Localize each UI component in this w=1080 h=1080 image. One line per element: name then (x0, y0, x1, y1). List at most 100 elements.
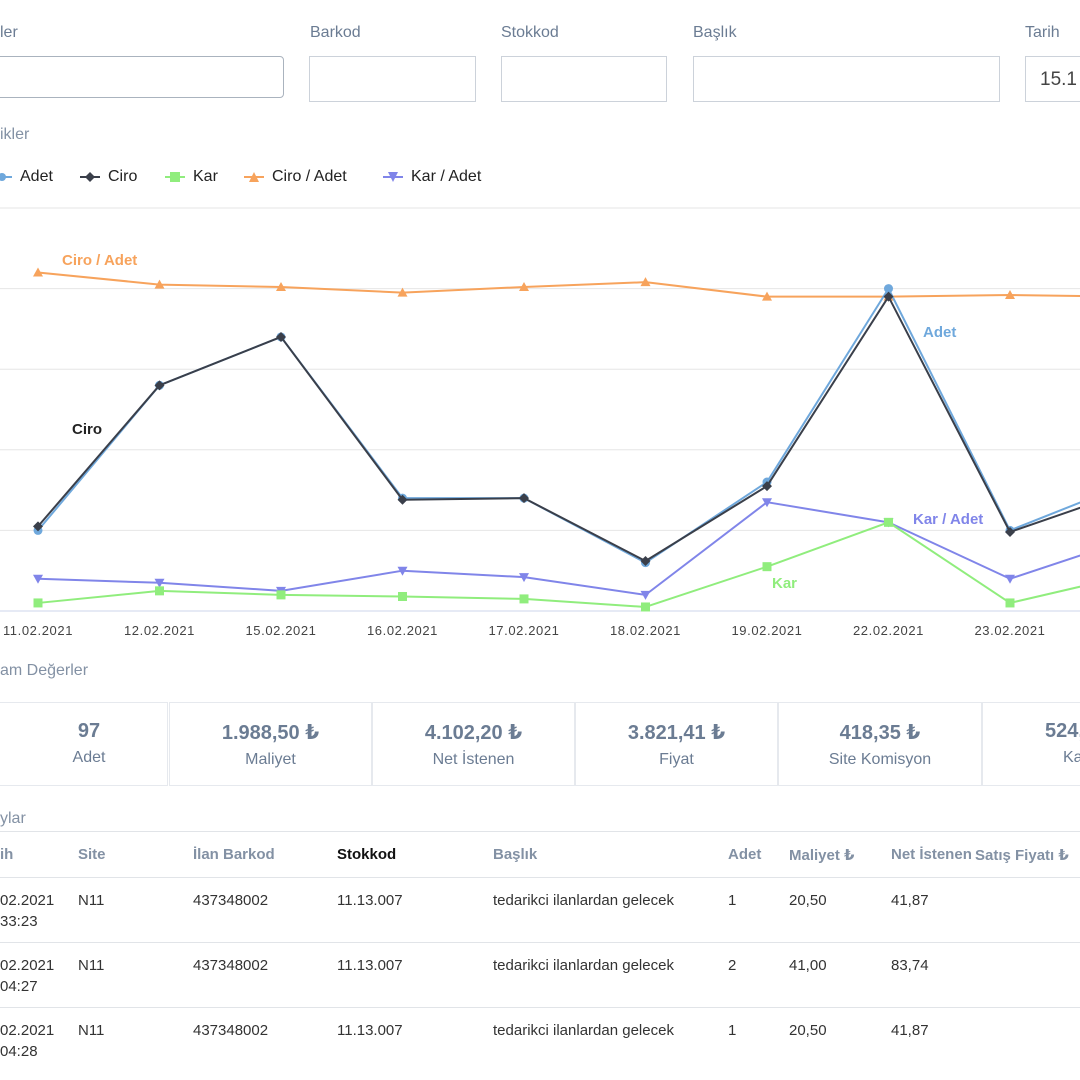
filter-label-tarih: Tarih (1025, 24, 1060, 41)
summary-card-kar: 524, Ka (982, 702, 1080, 786)
cell-adet: 1 (728, 892, 737, 909)
data-point-ciro_adet (33, 267, 43, 277)
col-header-adet[interactable]: Adet (728, 846, 762, 863)
summary-card-maliyet: 1.988,50 ₺ Maliyet (169, 702, 372, 786)
data-point-ciro (640, 556, 651, 567)
summary-label: Maliyet (245, 751, 296, 768)
col-header-ilan-barkod[interactable]: İlan Barkod (193, 846, 275, 863)
data-point-ciro_adet (519, 281, 529, 291)
legend-kar-adet-label: Kar / Adet (411, 168, 482, 185)
data-point-ciro_adet (397, 287, 408, 297)
data-point-kar_adet (1005, 574, 1015, 584)
summary-card-net-istenen: 4.102,20 ₺ Net İstenen (372, 702, 575, 786)
cell-maliyet: 20,50 (789, 892, 827, 909)
x-tick-label: 16.02.2021 (367, 623, 438, 638)
data-point-kar_adet (762, 498, 772, 508)
tarih-input[interactable]: 15.1 (1025, 56, 1080, 102)
cell-adet: 2 (728, 957, 737, 974)
legend-kar[interactable]: Kar (165, 168, 218, 186)
baslik-input[interactable] (693, 56, 1000, 102)
summary-value: 524, (1045, 720, 1080, 742)
x-tick-label: 15.02.2021 (245, 623, 316, 638)
summary-value: 4.102,20 ₺ (424, 722, 523, 744)
data-point-ciro (154, 380, 165, 391)
col-header-satis-fiyati[interactable]: Satış Fiyatı ₺ (975, 847, 1069, 864)
data-point-kar (276, 590, 286, 600)
stokkod-input[interactable] (501, 56, 667, 102)
table-header-divider (0, 877, 1080, 878)
data-point-kar (155, 586, 164, 596)
data-point-ciro (397, 494, 408, 505)
series-line-kar (37, 521, 1080, 608)
col-header-baslik[interactable]: Başlık (493, 846, 538, 863)
cell-site: N11 (78, 1022, 105, 1039)
data-point-kar (1005, 598, 1015, 608)
summary-label: Ka (1063, 749, 1080, 766)
cell-date: 02.2021 (0, 1022, 55, 1039)
table-top-divider (0, 831, 1080, 832)
cell-site: N11 (78, 957, 105, 974)
col-header-site[interactable]: Site (78, 846, 106, 863)
x-tick-label: 11.02.2021 (3, 623, 73, 638)
data-point-kar (884, 517, 893, 527)
data-point-ciro (276, 331, 286, 342)
col-header-net-istenen[interactable]: Net İstenen (891, 846, 972, 863)
summary-value: 1.988,50 ₺ (221, 722, 320, 744)
line-chart: 11.02.2021 12.02.2021 15.02.2021 16.02.2021… (0, 207, 1080, 638)
filter-label-stokkod: Stokkod (501, 24, 559, 41)
series-annotation: Ciro / Adet (62, 252, 137, 269)
legend-ciro-adet-label: Ciro / Adet (272, 168, 347, 185)
data-point-ciro_adet (762, 291, 772, 301)
filter-label-ler: ler (0, 24, 18, 41)
summary-card-adet: 97 Adet (0, 702, 168, 786)
series-line-kar_adet (37, 501, 1080, 596)
cell-barkod: 437348002 (193, 957, 269, 974)
cell-time: 04:28 (0, 1043, 38, 1060)
table-section-title: ylar (0, 810, 26, 827)
cell-net: 41,87 (891, 892, 929, 909)
filter-input-ler[interactable] (0, 56, 284, 98)
data-point-ciro_adet (154, 279, 165, 289)
col-header-maliyet[interactable]: Maliyet ₺ (789, 847, 855, 864)
cell-maliyet: 41,00 (789, 957, 827, 974)
col-header-stokkod[interactable]: Stokkod (337, 846, 397, 863)
legend-ciro[interactable]: Ciro (80, 168, 137, 186)
summary-value: 97 (77, 720, 101, 742)
summary-label: Net İstenen (432, 751, 515, 768)
summary-label: Fiyat (659, 751, 694, 768)
data-point-kar (641, 602, 650, 612)
barkod-input[interactable] (309, 56, 476, 102)
summary-value: 3.821,41 ₺ (627, 722, 726, 744)
cell-stokkod: 11.13.007 (337, 1022, 403, 1039)
cell-site: N11 (78, 892, 105, 909)
legend-kar-marker (165, 172, 185, 182)
series-line-ciro (37, 295, 1080, 563)
x-tick-label: 22.02.2021 (853, 623, 924, 638)
data-point-kar_adet (33, 574, 43, 584)
legend-adet[interactable]: Adet (0, 168, 53, 186)
row-divider (0, 942, 1080, 943)
data-point-kar_adet (519, 573, 529, 583)
x-tick-label: 12.02.2021 (124, 623, 195, 638)
legend-ciro-adet[interactable]: Ciro / Adet (244, 168, 347, 186)
filter-label-barkod: Barkod (310, 24, 361, 41)
summary-label: Adet (72, 749, 106, 766)
series-annotation: Kar / Adet (913, 511, 983, 528)
col-header-tarih[interactable]: ih (0, 846, 14, 863)
summary-label: Site Komisyon (828, 751, 932, 768)
cell-barkod: 437348002 (193, 892, 269, 909)
data-point-kar_adet (397, 566, 408, 576)
data-point-kar_adet (640, 590, 651, 600)
legend-adet-marker (0, 173, 12, 181)
row-divider (0, 1007, 1080, 1008)
data-point-kar (519, 594, 529, 604)
cell-baslik: tedarikci ilanlardan gelecek (493, 1022, 674, 1039)
legend-ciro-adet-marker (244, 172, 264, 182)
filter-label-baslik: Başlık (693, 24, 737, 41)
series-annotation: Adet (923, 324, 956, 341)
cell-barkod: 437348002 (193, 1022, 269, 1039)
legend-kar-adet[interactable]: Kar / Adet (383, 168, 481, 186)
data-point-ciro_adet (1005, 290, 1015, 300)
x-tick-label: 18.02.2021 (610, 623, 681, 638)
cell-time: 33:23 (0, 913, 38, 930)
